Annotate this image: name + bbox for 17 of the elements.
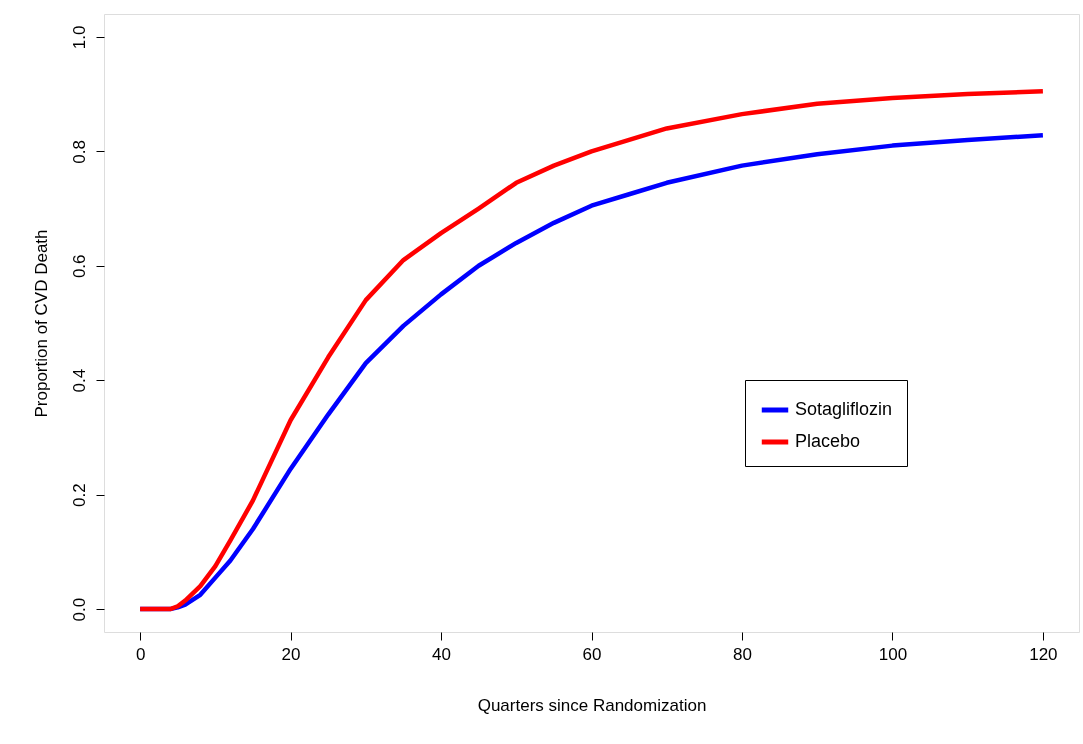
legend-label: Placebo: [795, 431, 861, 451]
x-tick-label: 20: [281, 644, 301, 664]
x-tick-label: 100: [878, 644, 908, 664]
y-tick-label: 0.0: [69, 597, 89, 622]
x-tick-label: 120: [1029, 644, 1058, 664]
x-axis-title: Quarters since Randomization: [477, 695, 707, 715]
y-axis-title: Proportion of CVD Death: [31, 229, 51, 418]
y-tick-label: 1.0: [69, 25, 89, 50]
x-tick-label: 0: [135, 644, 146, 664]
legend-label: Sotagliflozin: [795, 399, 893, 419]
x-tick-label: 60: [582, 644, 602, 664]
x-tick-label: 40: [432, 644, 451, 664]
x-tick-label: 80: [733, 644, 752, 664]
y-tick-label: 0.6: [69, 254, 89, 279]
y-tick-label: 0.2: [69, 483, 89, 507]
y-tick-label: 0.4: [69, 368, 89, 393]
y-tick-label: 0.8: [69, 140, 89, 164]
